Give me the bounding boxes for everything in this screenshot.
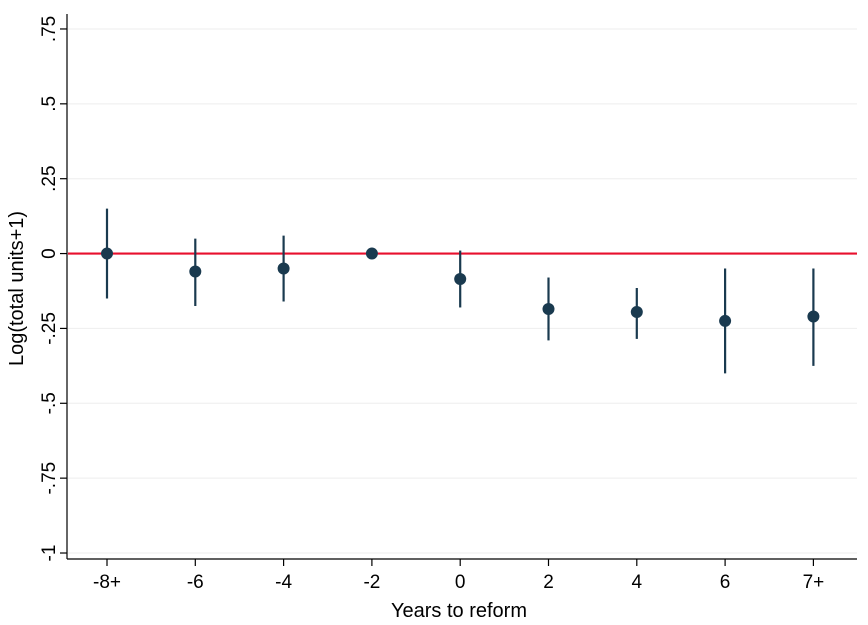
- y-tick-label: 0: [39, 248, 60, 259]
- y-tick-label: .5: [39, 96, 60, 112]
- point-estimate: [454, 273, 467, 286]
- x-axis-title: Years to reform: [391, 600, 527, 622]
- grid-lines: [68, 28, 857, 554]
- x-axis-ticks: -8+ -6 -4 -2 0 2 4 6 7+: [93, 559, 824, 593]
- point-estimate: [719, 314, 732, 327]
- confidence-intervals: [105, 208, 815, 374]
- x-tick-label: 6: [720, 572, 731, 593]
- point-estimate: [365, 247, 378, 260]
- y-tick-label: .25: [39, 165, 60, 191]
- y-axis-title: Log(total units+1): [6, 211, 28, 366]
- x-tick-label: 0: [455, 572, 466, 593]
- point-estimate: [542, 302, 555, 315]
- x-tick-label: -4: [275, 572, 292, 593]
- x-tick-label: -2: [363, 572, 380, 593]
- point-estimate: [277, 262, 290, 275]
- x-tick-label: -8+: [93, 572, 121, 593]
- y-axis-ticks: -1 -.75 -.5 -.25 0 .25 .5 .75: [39, 16, 67, 562]
- x-tick-label: -6: [187, 572, 204, 593]
- point-estimate: [630, 305, 643, 318]
- y-tick-label: -.25: [39, 312, 60, 345]
- y-tick-label: -.5: [39, 392, 60, 414]
- point-estimate: [807, 310, 820, 323]
- point-estimate: [101, 247, 113, 260]
- y-tick-label: -1: [39, 545, 60, 562]
- point-estimate: [189, 265, 202, 278]
- x-tick-label: 2: [543, 572, 554, 593]
- x-tick-label: 7+: [803, 572, 825, 593]
- y-tick-label: .75: [39, 16, 60, 42]
- x-tick-label: 4: [632, 572, 643, 593]
- y-tick-label: -.75: [39, 462, 60, 495]
- point-estimates: [101, 247, 820, 327]
